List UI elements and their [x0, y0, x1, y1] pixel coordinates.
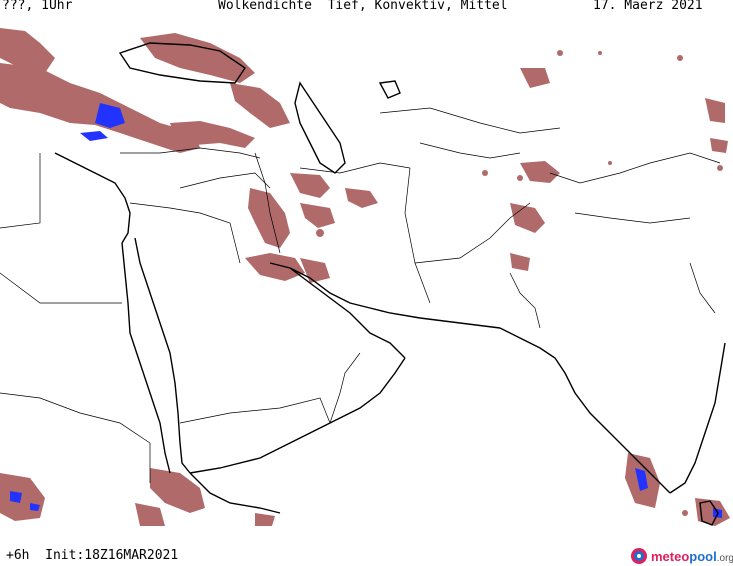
cloud-area-zagros: [248, 188, 290, 248]
coastlines: [54, 42, 726, 526]
cloud-area-aegean: [0, 28, 55, 73]
cloud-area-iran-north: [290, 173, 330, 198]
coast-caspian: [294, 81, 346, 174]
coast-levant: [54, 152, 131, 244]
core-sudan-2: [30, 503, 40, 511]
cloud-speck: [227, 135, 233, 141]
cloud-speck: [677, 55, 683, 61]
coast-persian-gulf: [269, 262, 406, 359]
border-pak-india: [509, 272, 541, 329]
cloud-area-black-sea: [140, 33, 255, 83]
core-sudan: [10, 491, 22, 503]
border-iraq-iran: [254, 152, 281, 254]
border-afghan-pak: [414, 202, 531, 264]
convective-cores: [10, 103, 722, 518]
coast-horn-africa: [189, 472, 281, 514]
cloud-speck: [636, 494, 644, 502]
core-kerala: [635, 468, 648, 491]
cloud-area-gulf-head: [245, 253, 305, 281]
border-india-nepal: [574, 212, 691, 224]
core-aegean: [95, 103, 125, 128]
cloud-speck: [557, 50, 563, 56]
coast-india-west: [499, 327, 671, 494]
cloud-area-eritrea: [135, 503, 165, 526]
coast-red-sea-west: [121, 242, 171, 474]
meteopool-logo-icon: [631, 548, 647, 564]
map-title: Wolkendichte Tief, Konvektiv, Mittel: [218, 0, 508, 13]
cloud-speck: [717, 165, 723, 171]
cloud-speck: [608, 161, 612, 165]
coast-india-east: [669, 342, 726, 494]
cloud-area-bay-bengal: [710, 138, 728, 153]
border-saudi-iraq: [179, 172, 271, 189]
border-oman: [329, 352, 361, 424]
border-turkey-south: [120, 147, 261, 159]
meteopool-brand-link[interactable]: meteopool.org: [630, 546, 733, 566]
cloud-area-anatolia: [170, 121, 255, 148]
cloud-area-central-asia: [520, 68, 550, 88]
border-egypt-libya: [0, 153, 41, 229]
cloud-area-caucasus: [230, 83, 290, 128]
cloud-area-ethiopia: [150, 468, 205, 513]
cloud-area-sri-lanka: [695, 498, 730, 526]
country-borders: [0, 107, 721, 483]
map-date: 17. Maerz 2021: [593, 0, 703, 13]
weather-map: [0, 13, 733, 526]
cloud-area-pakistan: [510, 203, 545, 233]
brand-part-org: .org: [716, 552, 733, 564]
cloud-area-punjab: [520, 161, 560, 183]
brand-part-pool: pool: [689, 548, 717, 564]
cloud-speck: [682, 510, 688, 516]
cloud-speck: [177, 60, 183, 66]
meteopool-wordmark: meteopool.org: [651, 549, 733, 564]
coast-iran-south: [289, 267, 501, 329]
border-iran-turkmen: [299, 162, 411, 174]
border-saudi-yemen: [179, 397, 331, 424]
cloud-speck: [598, 51, 602, 55]
coast-aral: [378, 80, 401, 99]
run-info: +6h Init:18Z16MAR2021: [6, 548, 179, 563]
border-ethiopia: [79, 412, 151, 483]
cloud-area-iran-central: [300, 203, 335, 228]
cloud-speck: [256, 524, 264, 526]
cloud-area-east-india: [705, 98, 725, 123]
border-kazakh: [379, 107, 561, 134]
border-uzbek: [419, 142, 521, 159]
cloud-speck: [517, 175, 523, 181]
coast-black-sea: [118, 42, 246, 84]
cloud-speck: [316, 229, 324, 237]
brand-part-meteo: meteo: [651, 548, 690, 564]
cloud-speck: [482, 170, 488, 176]
header-left-label: ???, 1Uhr: [2, 0, 73, 13]
border-iran-afghan: [404, 167, 431, 304]
core-crete: [80, 131, 108, 141]
border-sudan-egypt: [0, 272, 122, 304]
map-background: [0, 13, 733, 526]
cloud-area-india-north: [510, 253, 530, 271]
cloud-area-somalia: [255, 513, 275, 526]
cloud-layer: [0, 28, 730, 526]
border-sudan-chad: [0, 392, 81, 414]
coast-sri-lanka: [699, 500, 719, 526]
border-myanmar: [689, 262, 716, 314]
border-saudi-jordan: [129, 202, 241, 264]
cloud-area-iran-east: [345, 188, 378, 208]
border-china: [549, 152, 721, 184]
coast-red-sea-east: [134, 237, 191, 474]
